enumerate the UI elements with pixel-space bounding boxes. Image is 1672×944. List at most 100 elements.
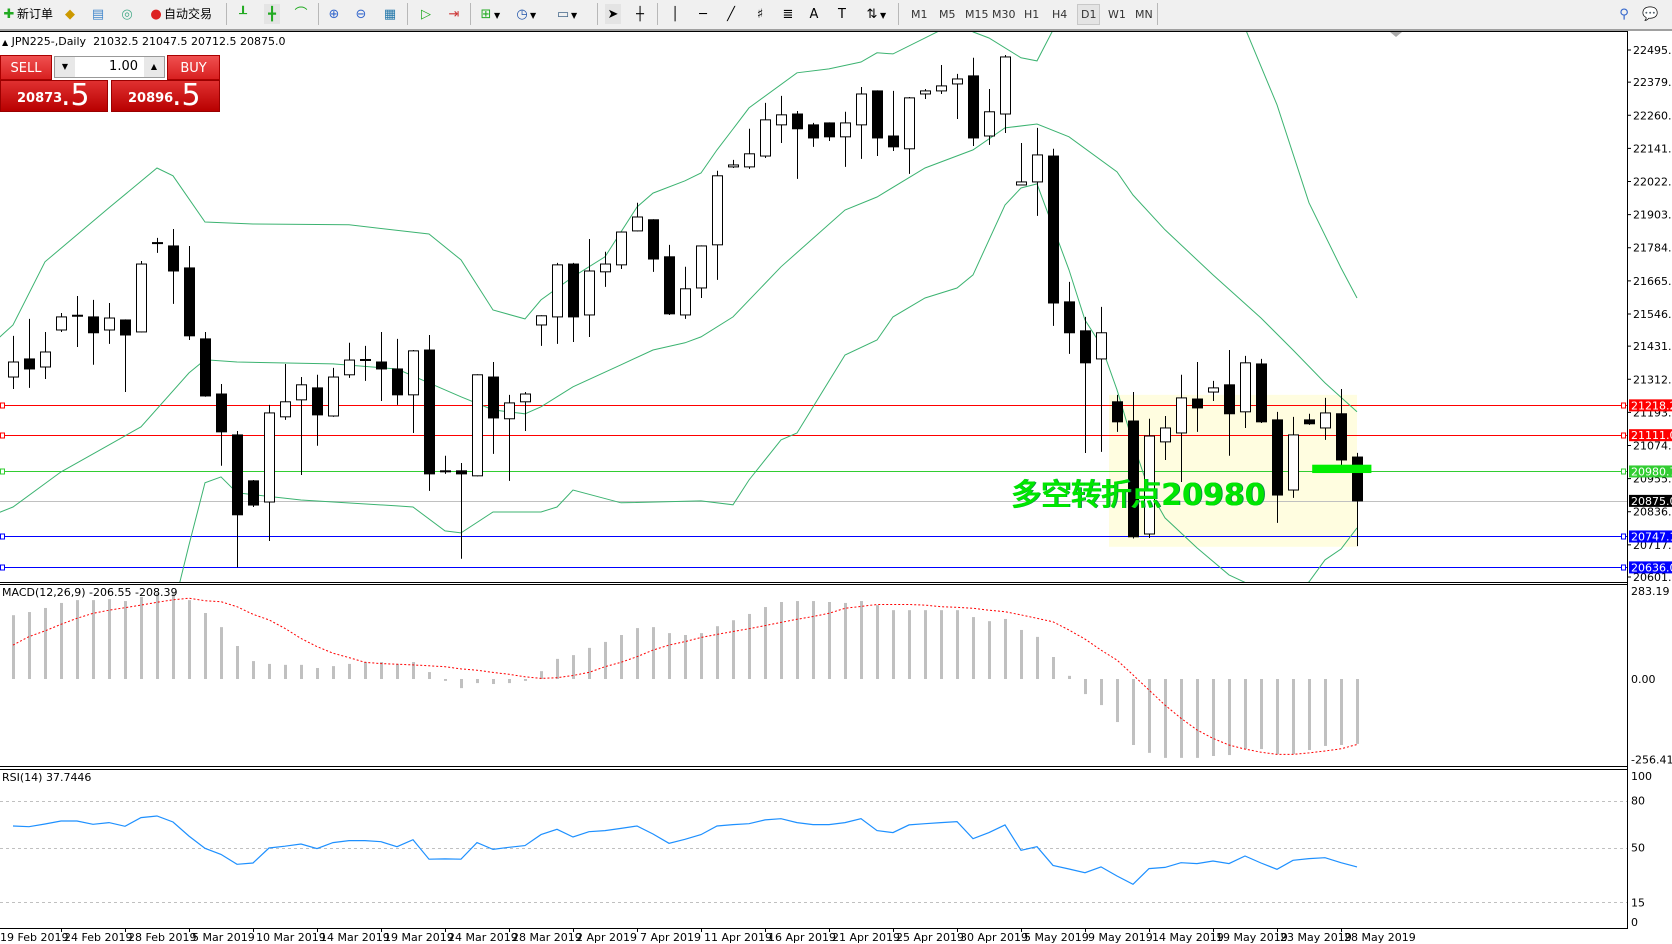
market-watch-button[interactable]: ◆	[62, 4, 78, 24]
fibo-retracement-button[interactable]: ≣	[780, 4, 796, 24]
level-marker-right[interactable]	[1621, 533, 1626, 540]
candle[interactable]	[1304, 413, 1315, 425]
templates-button[interactable]: ▭ ▼	[556, 6, 578, 22]
line-chart-button[interactable]: ⌒	[293, 4, 309, 24]
timeframe-m15[interactable]: M15	[965, 8, 989, 21]
timeframe-mn[interactable]: MN	[1135, 8, 1153, 21]
candle[interactable]	[1048, 148, 1059, 326]
buy-price-box[interactable]: 20896 .5	[111, 78, 220, 113]
candle[interactable]	[216, 383, 227, 466]
candle[interactable]	[936, 65, 947, 94]
candle[interactable]	[1128, 392, 1139, 539]
candle[interactable]	[1336, 388, 1347, 465]
candle[interactable]	[712, 170, 723, 280]
candle[interactable]	[1112, 394, 1123, 432]
horizontal-line-button[interactable]: ─	[695, 4, 711, 24]
new-order-button[interactable]: ✚ 新订单	[1, 4, 53, 24]
auto-trading-button[interactable]: ● 自动交易	[148, 4, 212, 24]
candle[interactable]	[888, 90, 899, 152]
candle[interactable]	[488, 361, 499, 454]
candle[interactable]	[1224, 350, 1235, 456]
candle[interactable]	[1144, 418, 1155, 538]
candle[interactable]	[248, 480, 259, 508]
candle[interactable]	[168, 228, 179, 304]
candle[interactable]	[1256, 358, 1267, 423]
candle[interactable]	[1064, 281, 1075, 354]
level-marker-left[interactable]	[0, 402, 5, 409]
level-marker-left[interactable]	[0, 533, 5, 540]
candle[interactable]	[1016, 142, 1027, 186]
candle[interactable]	[904, 97, 915, 174]
candle[interactable]	[696, 245, 707, 298]
candle[interactable]	[1096, 306, 1107, 452]
candle[interactable]	[232, 431, 243, 568]
candle[interactable]	[296, 377, 307, 475]
signals-button[interactable]: ◎	[119, 4, 135, 24]
candle[interactable]	[920, 88, 931, 99]
candle[interactable]	[856, 87, 867, 159]
timeframe-m1[interactable]: M1	[911, 8, 928, 21]
level-marker-left[interactable]	[0, 432, 5, 439]
candle[interactable]	[792, 110, 803, 179]
candle[interactable]	[200, 331, 211, 397]
candle[interactable]	[648, 219, 659, 272]
candle[interactable]	[328, 367, 339, 417]
collapse-triangle-icon[interactable]: ▲	[2, 38, 9, 47]
candle[interactable]	[584, 238, 595, 337]
candle[interactable]	[1032, 127, 1043, 216]
lot-decrease-icon[interactable]: ▼	[55, 57, 75, 77]
timeframe-h4[interactable]: H4	[1052, 8, 1068, 21]
vertical-line-button[interactable]: │	[667, 4, 683, 24]
cursor-button[interactable]: ➤	[605, 4, 621, 24]
candle[interactable]	[952, 73, 963, 120]
sell-button[interactable]: SELL	[0, 55, 52, 80]
candle[interactable]	[760, 102, 771, 158]
candle[interactable]	[312, 374, 323, 446]
level-marker-left[interactable]	[0, 564, 5, 571]
candle[interactable]	[440, 455, 451, 474]
candle[interactable]	[472, 374, 483, 477]
candle[interactable]	[344, 342, 355, 378]
zoom-out-button[interactable]: ⊖	[353, 4, 369, 24]
candle[interactable]	[632, 202, 643, 232]
candle[interactable]	[1000, 55, 1011, 133]
candle[interactable]	[424, 335, 435, 491]
candle[interactable]	[776, 95, 787, 143]
candle[interactable]	[264, 404, 275, 541]
candle[interactable]	[40, 331, 51, 379]
candle[interactable]	[968, 57, 979, 147]
candle[interactable]	[1288, 416, 1299, 498]
candle[interactable]	[808, 122, 819, 147]
bar-chart-button[interactable]: ┸	[235, 4, 251, 24]
candle[interactable]	[568, 262, 579, 342]
candle[interactable]	[8, 335, 19, 389]
new-chart-button[interactable]: ⊞ ▼	[478, 4, 501, 24]
candle[interactable]	[744, 128, 755, 169]
pivot-annotation-text[interactable]: 多空转折点20980	[1011, 478, 1266, 513]
candle[interactable]	[120, 319, 131, 393]
candle[interactable]	[152, 237, 163, 253]
periods-button[interactable]: ◷ ▼	[514, 4, 536, 24]
candle[interactable]	[728, 159, 739, 169]
candle[interactable]	[1208, 380, 1219, 401]
candle[interactable]	[664, 244, 675, 315]
arrows-button[interactable]: ⇅ ▼	[864, 4, 887, 24]
pivot-rectangle[interactable]	[1312, 464, 1372, 474]
candle[interactable]	[1192, 361, 1203, 432]
candle[interactable]	[1320, 397, 1331, 440]
candle[interactable]	[72, 296, 83, 347]
timeframe-w1[interactable]: W1	[1108, 8, 1126, 21]
candle[interactable]	[840, 111, 851, 167]
lot-size-spinner[interactable]: ▼ 1.00 ▲	[54, 56, 165, 78]
chart-shift-button[interactable]: ▷	[418, 4, 434, 24]
candle[interactable]	[408, 350, 419, 433]
candle[interactable]	[88, 299, 99, 365]
candle[interactable]	[504, 394, 515, 481]
candle[interactable]	[376, 331, 387, 401]
candle[interactable]	[552, 262, 563, 344]
zoom-in-button[interactable]: ⊕	[326, 4, 342, 24]
search-button[interactable]: ⚲	[1616, 4, 1632, 24]
candle[interactable]	[456, 463, 467, 559]
level-marker-right[interactable]	[1621, 468, 1626, 475]
timeframe-m30[interactable]: M30	[992, 8, 1016, 21]
